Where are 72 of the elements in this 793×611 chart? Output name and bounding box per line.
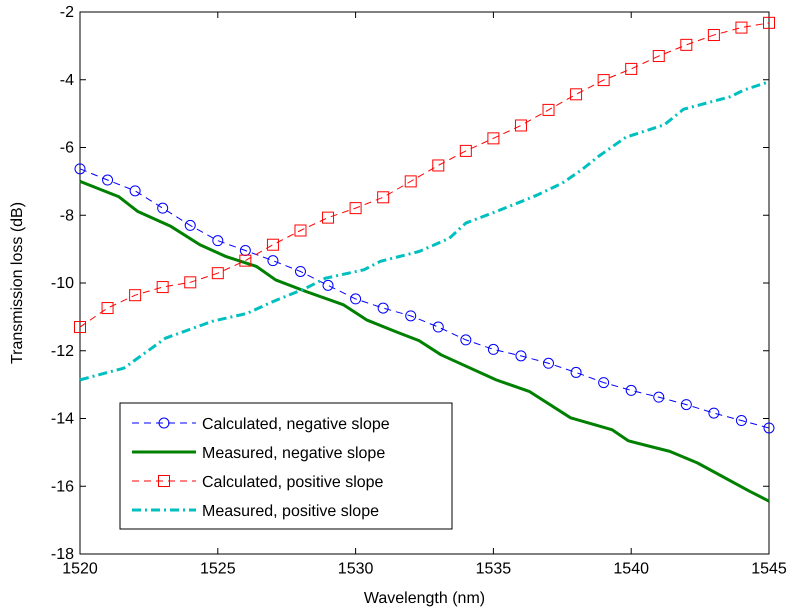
y-tick-label: -16 bbox=[50, 478, 74, 496]
point bbox=[543, 358, 554, 369]
x-tick-label: 1545 bbox=[751, 560, 787, 578]
point bbox=[184, 276, 196, 288]
point bbox=[432, 159, 444, 172]
point bbox=[680, 399, 692, 410]
point bbox=[515, 350, 526, 362]
point bbox=[350, 202, 362, 214]
point bbox=[266, 238, 279, 251]
y-tick-label: -10 bbox=[50, 275, 74, 292]
line-series bbox=[78, 180, 770, 503]
point bbox=[653, 392, 664, 403]
x-tick-label: 1535 bbox=[476, 560, 512, 578]
point bbox=[294, 224, 306, 236]
point bbox=[102, 174, 114, 186]
point bbox=[405, 310, 416, 322]
point bbox=[184, 220, 196, 231]
point bbox=[652, 50, 665, 62]
point bbox=[735, 22, 748, 34]
point bbox=[239, 254, 252, 267]
point bbox=[129, 289, 142, 302]
point bbox=[487, 132, 500, 144]
point bbox=[763, 16, 775, 29]
point bbox=[240, 244, 251, 256]
point bbox=[350, 293, 362, 304]
y-tick-label: -12 bbox=[50, 342, 74, 360]
y-axis-title: Transmission loss (dB) bbox=[9, 202, 26, 364]
y-tick-label: -8 bbox=[60, 207, 74, 224]
point bbox=[130, 185, 141, 196]
x-tick-label: 1530 bbox=[338, 560, 374, 578]
point bbox=[212, 267, 224, 280]
point bbox=[708, 29, 720, 42]
point bbox=[404, 175, 417, 188]
point bbox=[488, 344, 499, 355]
y-tick-label: -4 bbox=[60, 72, 74, 89]
x-axis-title: Wavelength (nm) bbox=[364, 590, 486, 607]
point bbox=[74, 163, 86, 174]
x-tick-label: 1540 bbox=[613, 560, 650, 578]
point bbox=[322, 212, 334, 224]
point bbox=[212, 235, 224, 246]
point bbox=[294, 266, 306, 277]
y-tick-label: -2 bbox=[60, 4, 74, 22]
point bbox=[736, 415, 747, 426]
point bbox=[598, 377, 610, 388]
y-tick-label: -14 bbox=[50, 410, 74, 428]
point bbox=[542, 104, 555, 116]
y-tick-label: -6 bbox=[60, 140, 74, 157]
point bbox=[267, 255, 278, 266]
point bbox=[432, 322, 444, 333]
point bbox=[322, 280, 334, 291]
point bbox=[570, 366, 582, 378]
point bbox=[377, 191, 390, 204]
point bbox=[157, 202, 168, 214]
point bbox=[598, 74, 610, 86]
point bbox=[626, 384, 637, 396]
legend-label: Measured, negative slope bbox=[202, 445, 386, 462]
point bbox=[570, 88, 582, 100]
point bbox=[764, 422, 774, 434]
point bbox=[680, 38, 692, 51]
x-tick-label: 1525 bbox=[200, 560, 236, 578]
point bbox=[74, 321, 86, 334]
point bbox=[156, 281, 169, 294]
legend-label: Measured, positive slope bbox=[202, 503, 380, 520]
point bbox=[378, 302, 389, 314]
point bbox=[460, 144, 472, 157]
point bbox=[708, 408, 720, 419]
point bbox=[625, 62, 638, 75]
point bbox=[102, 302, 114, 314]
legend-label: Calculated, positive slope bbox=[202, 474, 384, 491]
point bbox=[460, 334, 472, 346]
point bbox=[514, 119, 527, 132]
legend-label: Calculated, negative slope bbox=[202, 416, 390, 433]
